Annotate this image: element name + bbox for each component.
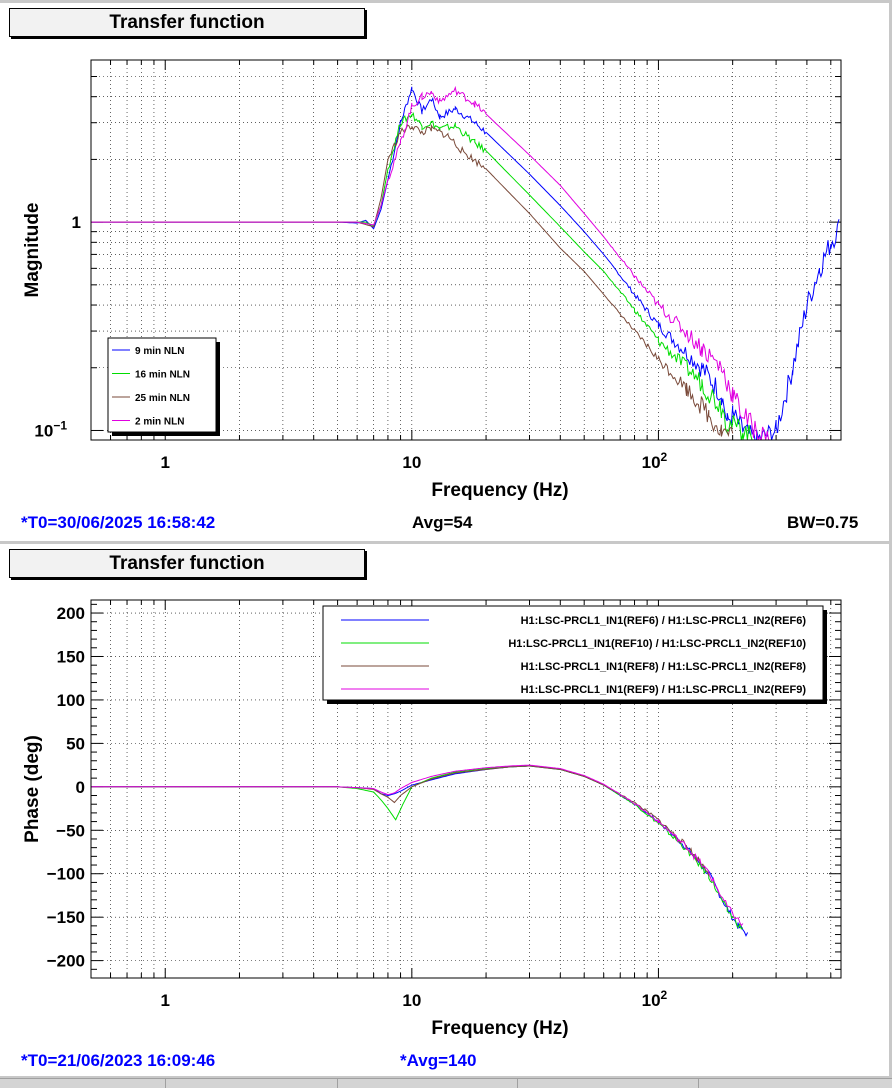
x-axis-label: Frequency (Hz) xyxy=(431,480,568,501)
top-plot-title: Transfer function xyxy=(9,8,365,37)
y-tick-label: −100 xyxy=(47,865,85,884)
y-tick-label: 150 xyxy=(57,647,85,666)
status-bar-divider xyxy=(165,1079,166,1088)
legend-box xyxy=(322,605,824,701)
x-tick-label: 102 xyxy=(642,450,668,472)
plot-frame xyxy=(90,59,842,441)
y-tick-label: 0 xyxy=(76,778,85,797)
x-axis-label: Frequency (Hz) xyxy=(431,1018,568,1039)
y-tick-label: −50 xyxy=(56,821,85,840)
top-t0-label: *T0=30/06/2025 16:58:42 xyxy=(21,513,216,532)
series-line xyxy=(91,765,749,937)
series-line xyxy=(91,764,744,927)
status-bar-divider xyxy=(517,1079,518,1088)
legend-entry: H1:LSC-PRCL1_IN1(REF6) / H1:LSC-PRCL1_IN… xyxy=(521,615,807,627)
bottom-plot-title: Transfer function xyxy=(9,549,365,578)
x-tick-label: 1 xyxy=(160,991,169,1010)
series-line xyxy=(91,765,710,876)
legend-entry: 2 min NLN xyxy=(135,417,184,428)
y-tick-label: 1 xyxy=(72,213,81,232)
y-tick-label: 10−1 xyxy=(34,418,67,440)
legend-entry: H1:LSC-PRCL1_IN1(REF10) / H1:LSC-PRCL1_I… xyxy=(508,638,806,650)
legend-entry: H1:LSC-PRCL1_IN1(REF9) / H1:LSC-PRCL1_IN… xyxy=(521,684,807,696)
x-tick-label: 10 xyxy=(402,991,421,1010)
x-tick-label: 1 xyxy=(160,453,169,472)
y-tick-label: −150 xyxy=(47,908,85,927)
top-avg-label: Avg=54 xyxy=(412,513,473,532)
top-plot-panel: Transfer function 1 10 102 Frequency (Hz) Ma… xyxy=(0,3,889,541)
legend-entry: 16 min NLN xyxy=(135,370,190,381)
legend-box xyxy=(107,337,217,433)
series-line xyxy=(91,85,770,440)
plot-frame xyxy=(90,599,842,979)
y-tick-label: 200 xyxy=(57,604,85,623)
y-axis-label: Magnitude xyxy=(22,203,43,298)
y-tick-label: 100 xyxy=(57,691,85,710)
legend-entry: 9 min NLN xyxy=(135,346,184,357)
y-tick-label: 50 xyxy=(66,734,85,753)
status-bar-divider xyxy=(337,1079,338,1088)
y-axis-label: Phase (deg) xyxy=(22,735,43,843)
bottom-t0-label: *T0=21/06/2023 16:09:46 xyxy=(21,1051,216,1070)
bottom-avg-label: *Avg=140 xyxy=(400,1051,477,1070)
x-tick-label: 102 xyxy=(642,988,668,1010)
legend-entry: H1:LSC-PRCL1_IN1(REF8) / H1:LSC-PRCL1_IN… xyxy=(521,661,807,673)
bottom-plot-panel: Transfer function 1 10 102 Frequency (Hz) Ph… xyxy=(0,544,889,1076)
magnitude-chart: 1 10 102 Frequency (Hz) Magnitude 1 10−1 9 min … xyxy=(22,59,842,501)
status-bar-divider xyxy=(698,1079,699,1088)
y-tick-label: −200 xyxy=(47,952,85,971)
x-tick-label: 10 xyxy=(402,453,421,472)
status-bar xyxy=(0,1078,892,1088)
legend-entry: 25 min NLN xyxy=(135,393,190,404)
phase-chart: 1 10 102 Frequency (Hz) Phase (deg) 200 150 100… xyxy=(22,599,842,1039)
top-bw-label: BW=0.75 xyxy=(787,513,859,532)
series-line xyxy=(91,765,744,930)
